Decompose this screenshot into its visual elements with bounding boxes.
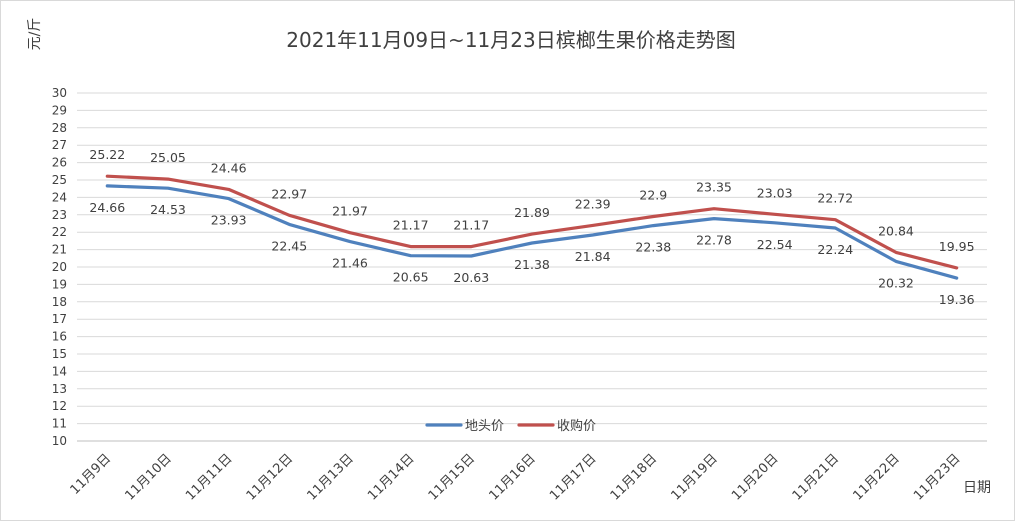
x-tick-label: 11月14日 [365,451,417,503]
data-label: 21.17 [453,218,489,233]
data-label: 25.22 [89,147,125,162]
y-tick-label: 16 [52,330,67,344]
y-tick-label: 20 [52,260,67,274]
data-label: 22.38 [635,240,671,255]
legend-label: 收购价 [557,418,596,434]
y-tick-label: 14 [52,364,67,378]
y-tick-label: 17 [52,312,67,326]
y-tick-label: 29 [52,103,67,117]
legend-label: 地头价 [465,419,504,434]
y-tick-label: 12 [52,399,67,413]
data-label: 23.35 [696,180,732,195]
data-label: 21.38 [514,257,550,272]
data-label: 21.17 [393,218,429,233]
x-tick-label: 11月17日 [547,451,599,503]
x-tick-label: 11月22日 [850,451,902,503]
y-tick-label: 11 [52,417,67,431]
data-label: 20.84 [878,223,914,238]
series-lines [105,174,959,280]
x-tick-label: 11月16日 [486,451,538,503]
data-label: 19.95 [939,239,975,254]
y-axis-label: 元/斤 [27,18,43,51]
y-tick-label: 19 [52,277,67,291]
data-label: 24.66 [89,200,125,215]
x-tick-label: 11月13日 [304,451,356,503]
y-tick-label: 13 [52,382,67,396]
y-tick-label: 23 [52,208,67,222]
data-label: 20.63 [453,270,489,285]
data-label: 22.78 [696,233,732,248]
data-label: 21.89 [514,205,550,220]
data-label: 24.53 [150,202,186,217]
x-tick-label: 11月19日 [668,451,720,503]
y-tick-label: 26 [52,156,67,170]
data-label: 22.39 [575,196,611,211]
data-label: 22.45 [271,238,307,253]
data-label: 24.46 [211,160,247,175]
y-tick-label: 25 [52,173,67,187]
x-tick-label: 11月10日 [122,451,174,503]
gridlines [77,92,987,442]
y-tick-label: 18 [52,295,67,309]
y-tick-label: 30 [52,86,67,100]
legend: 地头价 收购价 [425,418,596,434]
data-label: 22.97 [271,186,307,201]
data-label: 22.54 [757,237,793,252]
x-tick-label: 11月15日 [426,451,478,503]
y-tick-label: 28 [52,121,67,135]
series-line [105,174,959,270]
chart-title: 2021年11月09日~11月23日槟榔生果价格走势图 [286,28,735,52]
x-tick-labels: 11月9日 11月10日 11月11日 11月12日 11月13日 11月14日 11月15… [68,451,964,503]
data-label: 21.84 [575,249,611,264]
data-label: 23.03 [757,185,793,200]
y-tick-label: 15 [52,347,67,361]
series-line [105,184,959,280]
x-tick-label: 11月23日 [911,451,963,503]
x-tick-label: 11月11日 [183,451,235,503]
x-tick-label: 11月21日 [790,451,842,503]
x-tick-label: 11月9日 [68,451,115,498]
x-tick-label: 11月18日 [608,451,660,503]
x-tick-label: 11月20日 [729,451,781,503]
x-axis-label: 日期 [963,480,991,496]
data-label: 20.32 [878,275,914,290]
data-label: 25.05 [150,150,186,165]
y-tick-label: 24 [52,190,67,204]
data-label: 22.9 [639,188,667,203]
data-label: 19.36 [939,292,975,307]
y-tick-label: 22 [52,225,67,239]
y-tick-label: 27 [52,138,67,152]
data-labels: 24.66 24.53 23.93 22.45 21.46 20.65 20.63 21.38… [89,147,974,307]
x-tick-label: 11月12日 [244,451,296,503]
data-label: 22.72 [817,191,853,206]
y-tick-label: 10 [52,434,67,448]
data-label: 21.46 [332,256,368,271]
data-label: 21.97 [332,204,368,219]
y-tick-label: 21 [52,243,67,257]
data-label: 23.93 [211,213,247,228]
data-label: 20.65 [393,270,429,285]
y-tick-labels: 10 11 12 13 14 15 16 17 18 19 20 21 22 23 24 25 26 27 28 29… [52,86,67,448]
data-label: 22.24 [817,242,853,257]
